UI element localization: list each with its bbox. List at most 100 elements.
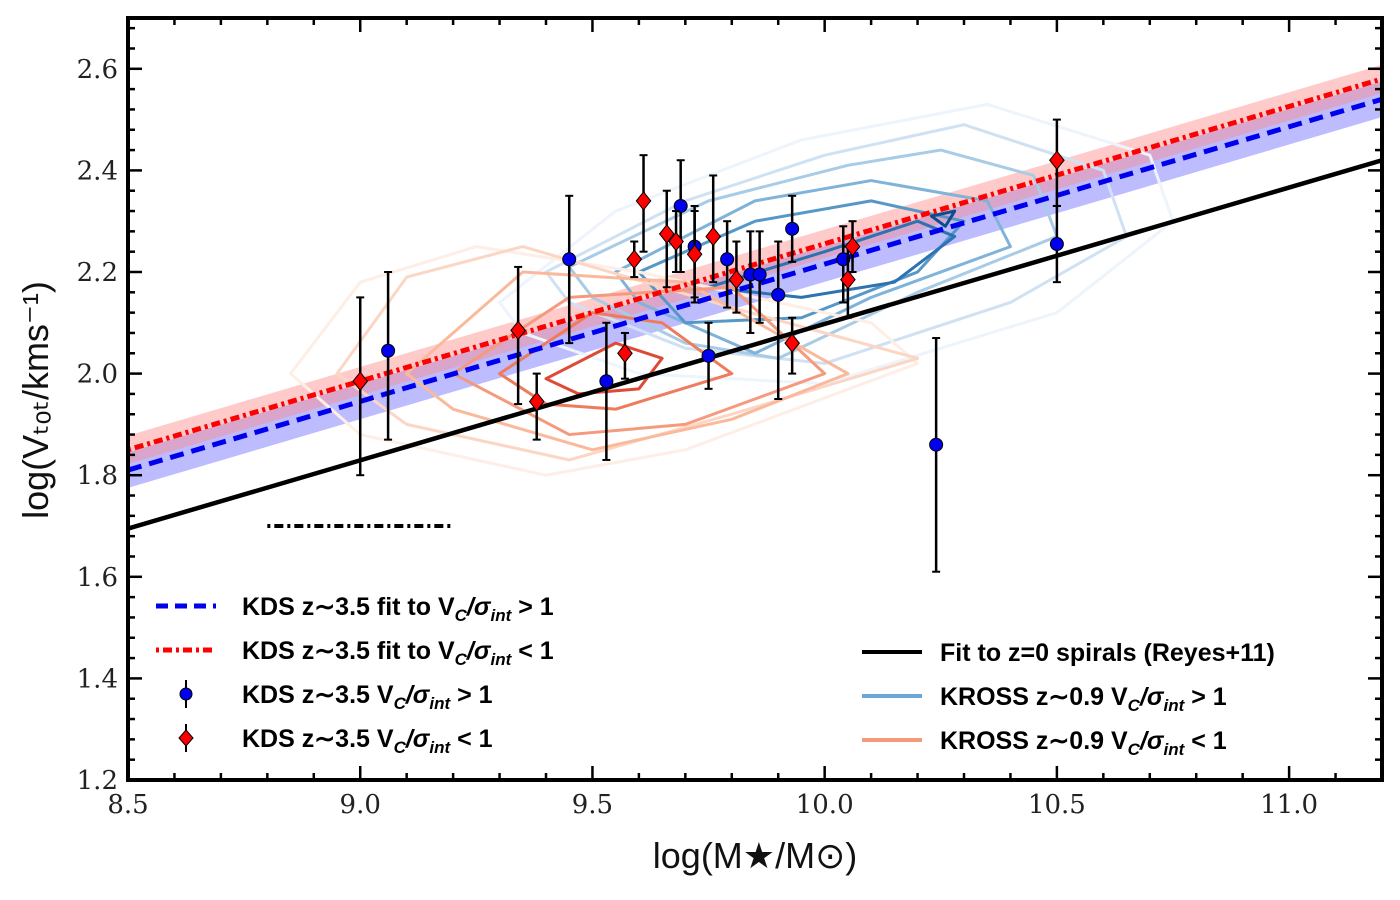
kds-point-diamond: [617, 343, 633, 364]
fit-band-0: [128, 81, 1382, 488]
fit-line-2: [128, 158, 1382, 531]
kds-point-circle: [929, 437, 944, 452]
x-tick-label: 10.5: [1028, 790, 1086, 820]
plot-frame: [126, 16, 1384, 782]
x-axis-label: log(M★/M⊙): [653, 835, 857, 876]
legend-label-part: > 1: [450, 681, 492, 709]
legend-label: KDS z∼3.5 VC/σint > 1: [242, 681, 493, 713]
y-tick-label: 2.0: [77, 360, 118, 390]
fit-lines: [128, 76, 1382, 531]
kds-point-diamond: [668, 231, 684, 252]
legend-label-part: KROSS z∼0.9 V: [940, 727, 1128, 755]
y-tick-label: 1.2: [77, 766, 118, 796]
legend-label-part: C: [1128, 740, 1141, 759]
x-tick-label: 11.0: [1260, 790, 1318, 820]
kds-points: [352, 118, 1065, 573]
kds-point-diamond: [844, 236, 861, 257]
legend-label-part: /σ: [405, 681, 431, 709]
y-axis-label: log(Vₜₒₜ/kms⁻¹): [15, 281, 56, 519]
kds-point-circle: [752, 267, 767, 282]
legend-label: KROSS z∼0.9 VC/σint > 1: [940, 683, 1227, 715]
kds-point-circle: [720, 252, 735, 267]
fit-line-1: [128, 76, 1382, 453]
x-tick-label: 10.0: [796, 790, 854, 820]
legend-label: KDS z∼3.5 fit to VC/σint > 1: [242, 593, 554, 625]
kds-point-diamond: [352, 371, 369, 392]
y-tick-label: 2.2: [77, 258, 118, 288]
legend-label: KDS z∼3.5 fit to VC/σint < 1: [242, 637, 554, 669]
legend-label-part: > 1: [511, 593, 553, 621]
legend-label-part: C: [394, 738, 407, 757]
contour-blue-5: [707, 219, 957, 299]
legend-label-part: KDS z∼3.5 V: [242, 681, 394, 709]
legend-label: KDS z∼3.5 VC/σint < 1: [242, 725, 493, 757]
legend-label-part: int: [490, 606, 512, 625]
legend-label-part: Fit to z=0 spirals (Reyes+11): [940, 639, 1275, 667]
y-tick-label: 2.6: [77, 55, 118, 85]
legend-label-part: /σ: [405, 725, 431, 753]
legend-label-part: > 1: [1184, 683, 1226, 711]
legend-label-part: C: [455, 650, 468, 669]
kds-point-circle: [701, 348, 716, 363]
kds-point-circle: [1049, 237, 1064, 252]
kds-point-diamond: [686, 244, 703, 265]
x-tick-label: 8.5: [107, 790, 148, 820]
kds-point-diamond: [635, 191, 652, 211]
contour-blue-3: [614, 179, 1012, 355]
legend-label-part: /σ: [1139, 683, 1165, 711]
legend-label-part: int: [429, 694, 451, 713]
y-tick-label: 1.8: [77, 461, 118, 491]
kds-point-circle: [785, 221, 800, 236]
kross-contours: [289, 102, 1175, 477]
legend-symbol: [178, 729, 194, 747]
legend-label-part: < 1: [1184, 727, 1226, 755]
legend-label-part: KDS z∼3.5 V: [242, 725, 394, 753]
kds-point-circle: [836, 252, 851, 267]
legend-label-part: C: [455, 606, 468, 625]
legend-label-part: KDS z∼3.5 fit to V: [242, 593, 455, 621]
fit-line-0: [128, 96, 1382, 473]
kds-point-diamond: [1049, 150, 1065, 171]
legend-label-part: C: [394, 694, 407, 713]
legend-label-part: C: [1128, 696, 1141, 715]
legend-label-part: /σ: [1139, 727, 1165, 755]
contour-red-1: [335, 245, 920, 462]
contour-blue-6: [929, 209, 957, 228]
legend-label-part: int: [429, 738, 451, 757]
legend-label-part: int: [490, 650, 512, 669]
y-tick-label: 1.4: [77, 664, 118, 694]
kds-point-diamond: [510, 320, 526, 341]
legend-symbol: [179, 687, 193, 701]
legend-label-part: int: [1164, 740, 1186, 759]
kds-point-diamond: [705, 226, 722, 247]
kds-point-circle: [599, 374, 614, 389]
kds-point-diamond: [784, 333, 800, 353]
kds-point-diamond: [840, 269, 856, 290]
y-tick-label: 2.4: [77, 156, 118, 186]
kds-point-diamond: [528, 391, 545, 412]
x-tick-label: 9.5: [572, 790, 613, 820]
legend-label: KROSS z∼0.9 VC/σint < 1: [940, 727, 1227, 759]
kds-point-diamond: [658, 224, 675, 244]
contour-red-2: [405, 270, 850, 452]
legend-label-part: int: [1164, 696, 1186, 715]
legend-label-part: < 1: [511, 637, 553, 665]
legend-label-part: KDS z∼3.5 fit to V: [242, 637, 455, 665]
legend-label: Fit to z=0 spirals (Reyes+11): [940, 639, 1275, 667]
legend-label-part: < 1: [450, 725, 492, 753]
axis-ticks: 8.5 9.0 9.5 10.0 10.5 11.0 1.2 1.4 1.6 1.8 2.0 2.2 2…: [77, 18, 1384, 820]
kds-point-circle: [673, 198, 688, 213]
legend-label-part: /σ: [466, 637, 492, 665]
legend-label-part: KROSS z∼0.9 V: [940, 683, 1128, 711]
kds-point-circle: [562, 252, 577, 267]
contour-red-0: [289, 245, 920, 477]
kds-point-diamond: [728, 269, 745, 290]
kds-point-circle: [771, 287, 786, 302]
kds-point-circle: [381, 343, 396, 358]
x-tick-label: 9.0: [340, 790, 381, 820]
kds-point-diamond: [626, 249, 643, 270]
legend-label-part: /σ: [466, 593, 492, 621]
y-tick-label: 1.6: [77, 563, 118, 593]
